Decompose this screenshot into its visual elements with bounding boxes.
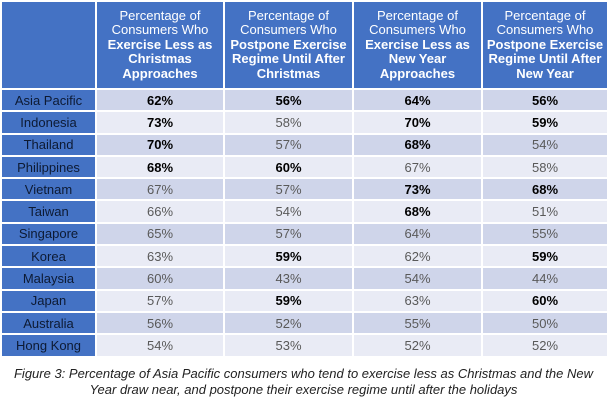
value-cell: 70% <box>95 132 225 157</box>
column-header-lead: Percentage of Consumers Who <box>369 7 466 38</box>
table-row: Japan 57% 59% 63% 60% <box>0 288 607 313</box>
country-cell: Hong Kong <box>0 333 97 358</box>
value-cell: 73% <box>352 177 483 202</box>
value-cell: 44% <box>481 266 607 291</box>
value-cell: 56% <box>95 310 225 336</box>
value-cell: 54% <box>223 199 354 224</box>
value-cell: 60% <box>481 288 607 313</box>
country-cell: Thailand <box>0 132 97 157</box>
table-row: Philippines 68% 60% 67% 58% <box>0 154 607 180</box>
header-corner <box>0 0 97 90</box>
value-cell: 55% <box>352 310 483 336</box>
country-cell: Indonesia <box>0 110 97 135</box>
table-row: Korea 63% 59% 62% 59% <box>0 244 607 269</box>
value-cell: 64% <box>352 221 483 247</box>
country-cell: Taiwan <box>0 199 97 224</box>
value-cell: 51% <box>481 199 607 224</box>
table-row: Hong Kong 54% 53% 52% 52% <box>0 333 607 358</box>
column-header-lead: Percentage of Consumers Who <box>496 7 594 38</box>
table-row: Australia 56% 52% 55% 50% <box>0 310 607 336</box>
column-header: Percentage of Consumers Who Exercise Less… <box>95 0 225 90</box>
value-cell: 68% <box>95 154 225 180</box>
column-header: Percentage of Consumers Who Postpone Exer… <box>223 0 354 90</box>
value-cell: 65% <box>95 221 225 247</box>
value-cell: 60% <box>95 266 225 291</box>
column-header-lead: Percentage of Consumers Who <box>240 7 337 38</box>
value-cell: 57% <box>223 132 354 157</box>
value-cell: 58% <box>481 154 607 180</box>
value-cell: 66% <box>95 199 225 224</box>
figure-caption: Figure 3: Percentage of Asia Pacific con… <box>13 365 593 397</box>
value-cell: 59% <box>223 244 354 269</box>
value-cell: 54% <box>352 266 483 291</box>
value-cell: 68% <box>481 177 607 202</box>
value-cell: 53% <box>223 333 354 358</box>
value-cell: 50% <box>481 310 607 336</box>
value-cell: 59% <box>481 110 607 135</box>
country-cell: Singapore <box>0 221 97 247</box>
value-cell: 54% <box>95 333 225 358</box>
column-header-title: Exercise Less as New Year Approaches <box>365 36 470 81</box>
country-cell: Vietnam <box>0 177 97 202</box>
value-cell: 56% <box>481 87 607 113</box>
column-header-title: Postpone Exercise Regime Until After Chr… <box>230 36 347 81</box>
consumer-exercise-table: Percentage of Consumers Who Exercise Less… <box>0 0 607 358</box>
value-cell: 67% <box>95 177 225 202</box>
value-cell: 52% <box>352 333 483 358</box>
country-cell: Australia <box>0 310 97 336</box>
table-row: Singapore 65% 57% 64% 55% <box>0 221 607 247</box>
value-cell: 60% <box>223 154 354 180</box>
value-cell: 59% <box>481 244 607 269</box>
country-cell: Korea <box>0 244 97 269</box>
value-cell: 58% <box>223 110 354 135</box>
value-cell: 73% <box>95 110 225 135</box>
column-header: Percentage of Consumers Who Exercise Less… <box>352 0 483 90</box>
value-cell: 64% <box>352 87 483 113</box>
header-row: Percentage of Consumers Who Exercise Less… <box>0 0 607 90</box>
table-row: Malaysia 60% 43% 54% 44% <box>0 266 607 291</box>
value-cell: 62% <box>352 244 483 269</box>
country-cell: Malaysia <box>0 266 97 291</box>
value-cell: 68% <box>352 199 483 224</box>
value-cell: 59% <box>223 288 354 313</box>
table-row: Asia Pacific 62% 56% 64% 56% <box>0 87 607 113</box>
country-cell: Asia Pacific <box>0 87 97 113</box>
value-cell: 57% <box>95 288 225 313</box>
value-cell: 63% <box>352 288 483 313</box>
country-cell: Japan <box>0 288 97 313</box>
value-cell: 52% <box>481 333 607 358</box>
value-cell: 62% <box>95 87 225 113</box>
value-cell: 63% <box>95 244 225 269</box>
table-body: Asia Pacific 62% 56% 64% 56% Indonesia 73% 58% 7… <box>0 87 607 358</box>
column-header: Percentage of Consumers Who Postpone Exer… <box>481 0 607 90</box>
value-cell: 57% <box>223 221 354 247</box>
value-cell: 52% <box>223 310 354 336</box>
column-header-title: Exercise Less as Christmas Approaches <box>107 36 213 81</box>
value-cell: 56% <box>223 87 354 113</box>
column-header-title: Postpone Exercise Regime Until After New… <box>486 36 604 81</box>
value-cell: 54% <box>481 132 607 157</box>
table-row: Thailand 70% 57% 68% 54% <box>0 132 607 157</box>
table-row: Indonesia 73% 58% 70% 59% <box>0 110 607 135</box>
column-header-lead: Percentage of Consumers Who <box>111 7 209 38</box>
country-cell: Philippines <box>0 154 97 180</box>
value-cell: 67% <box>352 154 483 180</box>
table-row: Vietnam 67% 57% 73% 68% <box>0 177 607 202</box>
value-cell: 70% <box>352 110 483 135</box>
table-row: Taiwan 66% 54% 68% 51% <box>0 199 607 224</box>
value-cell: 43% <box>223 266 354 291</box>
value-cell: 55% <box>481 221 607 247</box>
value-cell: 68% <box>352 132 483 157</box>
value-cell: 57% <box>223 177 354 202</box>
